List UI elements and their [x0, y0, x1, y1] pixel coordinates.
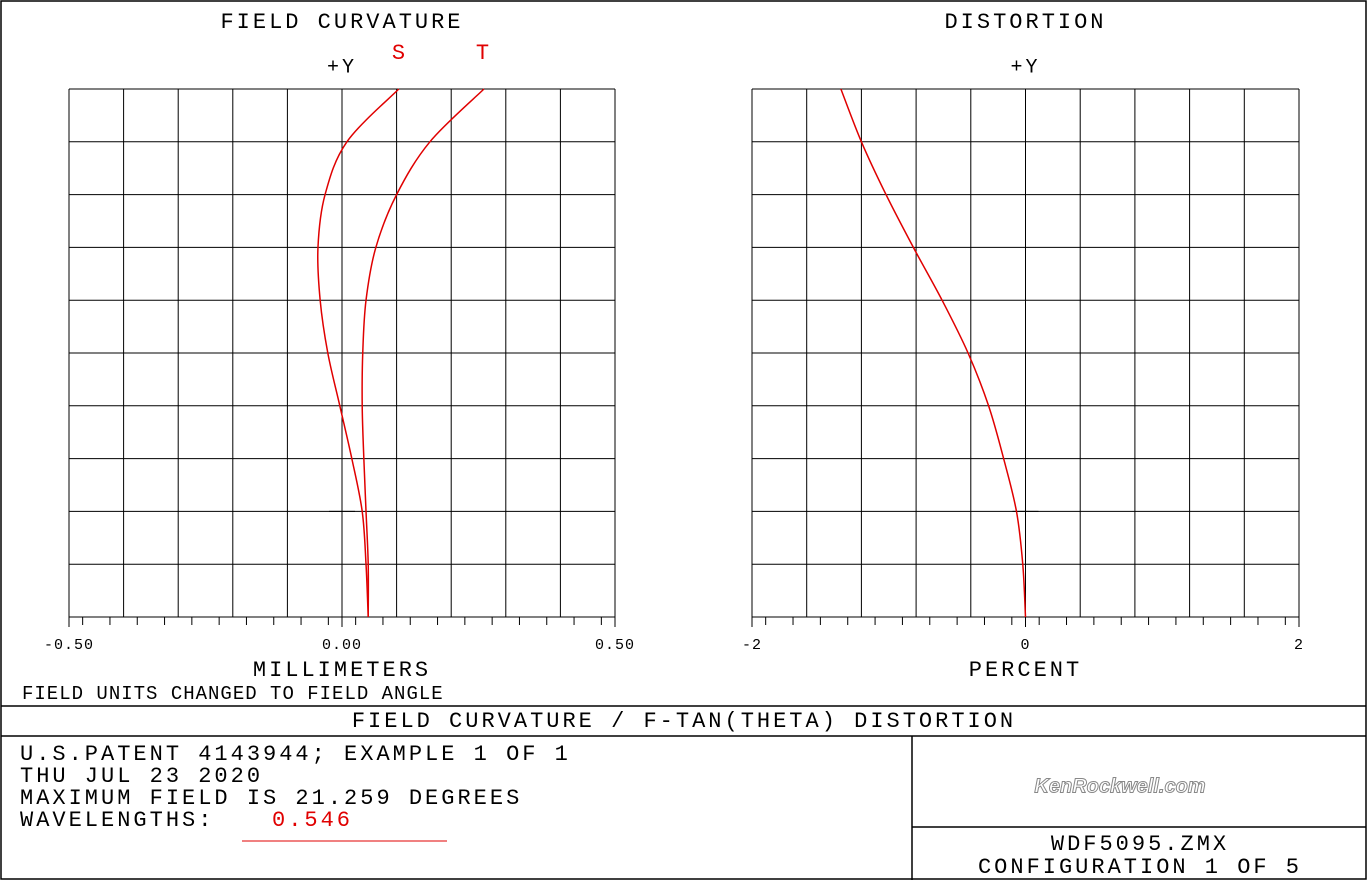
chart-title: DISTORTION: [944, 10, 1106, 35]
footer-line: THU JUL 23 2020: [20, 764, 263, 789]
x-tick-label: -0.50: [44, 637, 94, 654]
configuration: CONFIGURATION 1 OF 5: [978, 855, 1302, 880]
series-line: [361, 88, 485, 618]
y-axis-label: +Y: [1010, 56, 1040, 79]
series-line: [840, 88, 1027, 618]
footer-title: FIELD CURVATURE / F-TAN(THETA) DISTORTIO…: [352, 709, 1016, 734]
x-tick-label: 0.50: [595, 637, 635, 654]
x-axis-label: MILLIMETERS: [253, 658, 431, 683]
x-axis-label: PERCENT: [969, 658, 1082, 683]
footer-line: MAXIMUM FIELD IS 21.259 DEGREES: [20, 786, 522, 811]
footer-line: U.S.PATENT 4143944; EXAMPLE 1 OF 1: [20, 742, 571, 767]
x-tick-label: 0: [1020, 637, 1030, 654]
watermark: KenRockwell.com: [1034, 775, 1205, 797]
legend-label: S: [392, 41, 408, 66]
x-tick-label: 2: [1294, 637, 1304, 654]
x-tick-label: 0.00: [322, 637, 362, 654]
note: FIELD UNITS CHANGED TO FIELD ANGLE: [22, 683, 444, 705]
legend-label: T: [476, 41, 492, 66]
y-axis-label: +Y: [327, 56, 357, 79]
chart-title: FIELD CURVATURE: [220, 10, 463, 35]
x-tick-label: -2: [742, 637, 762, 654]
series-line: [316, 88, 400, 618]
wavelength: 0.546: [272, 808, 353, 833]
footer-line: WAVELENGTHS:: [20, 808, 214, 833]
file-name: WDF5095.ZMX: [1051, 832, 1229, 857]
